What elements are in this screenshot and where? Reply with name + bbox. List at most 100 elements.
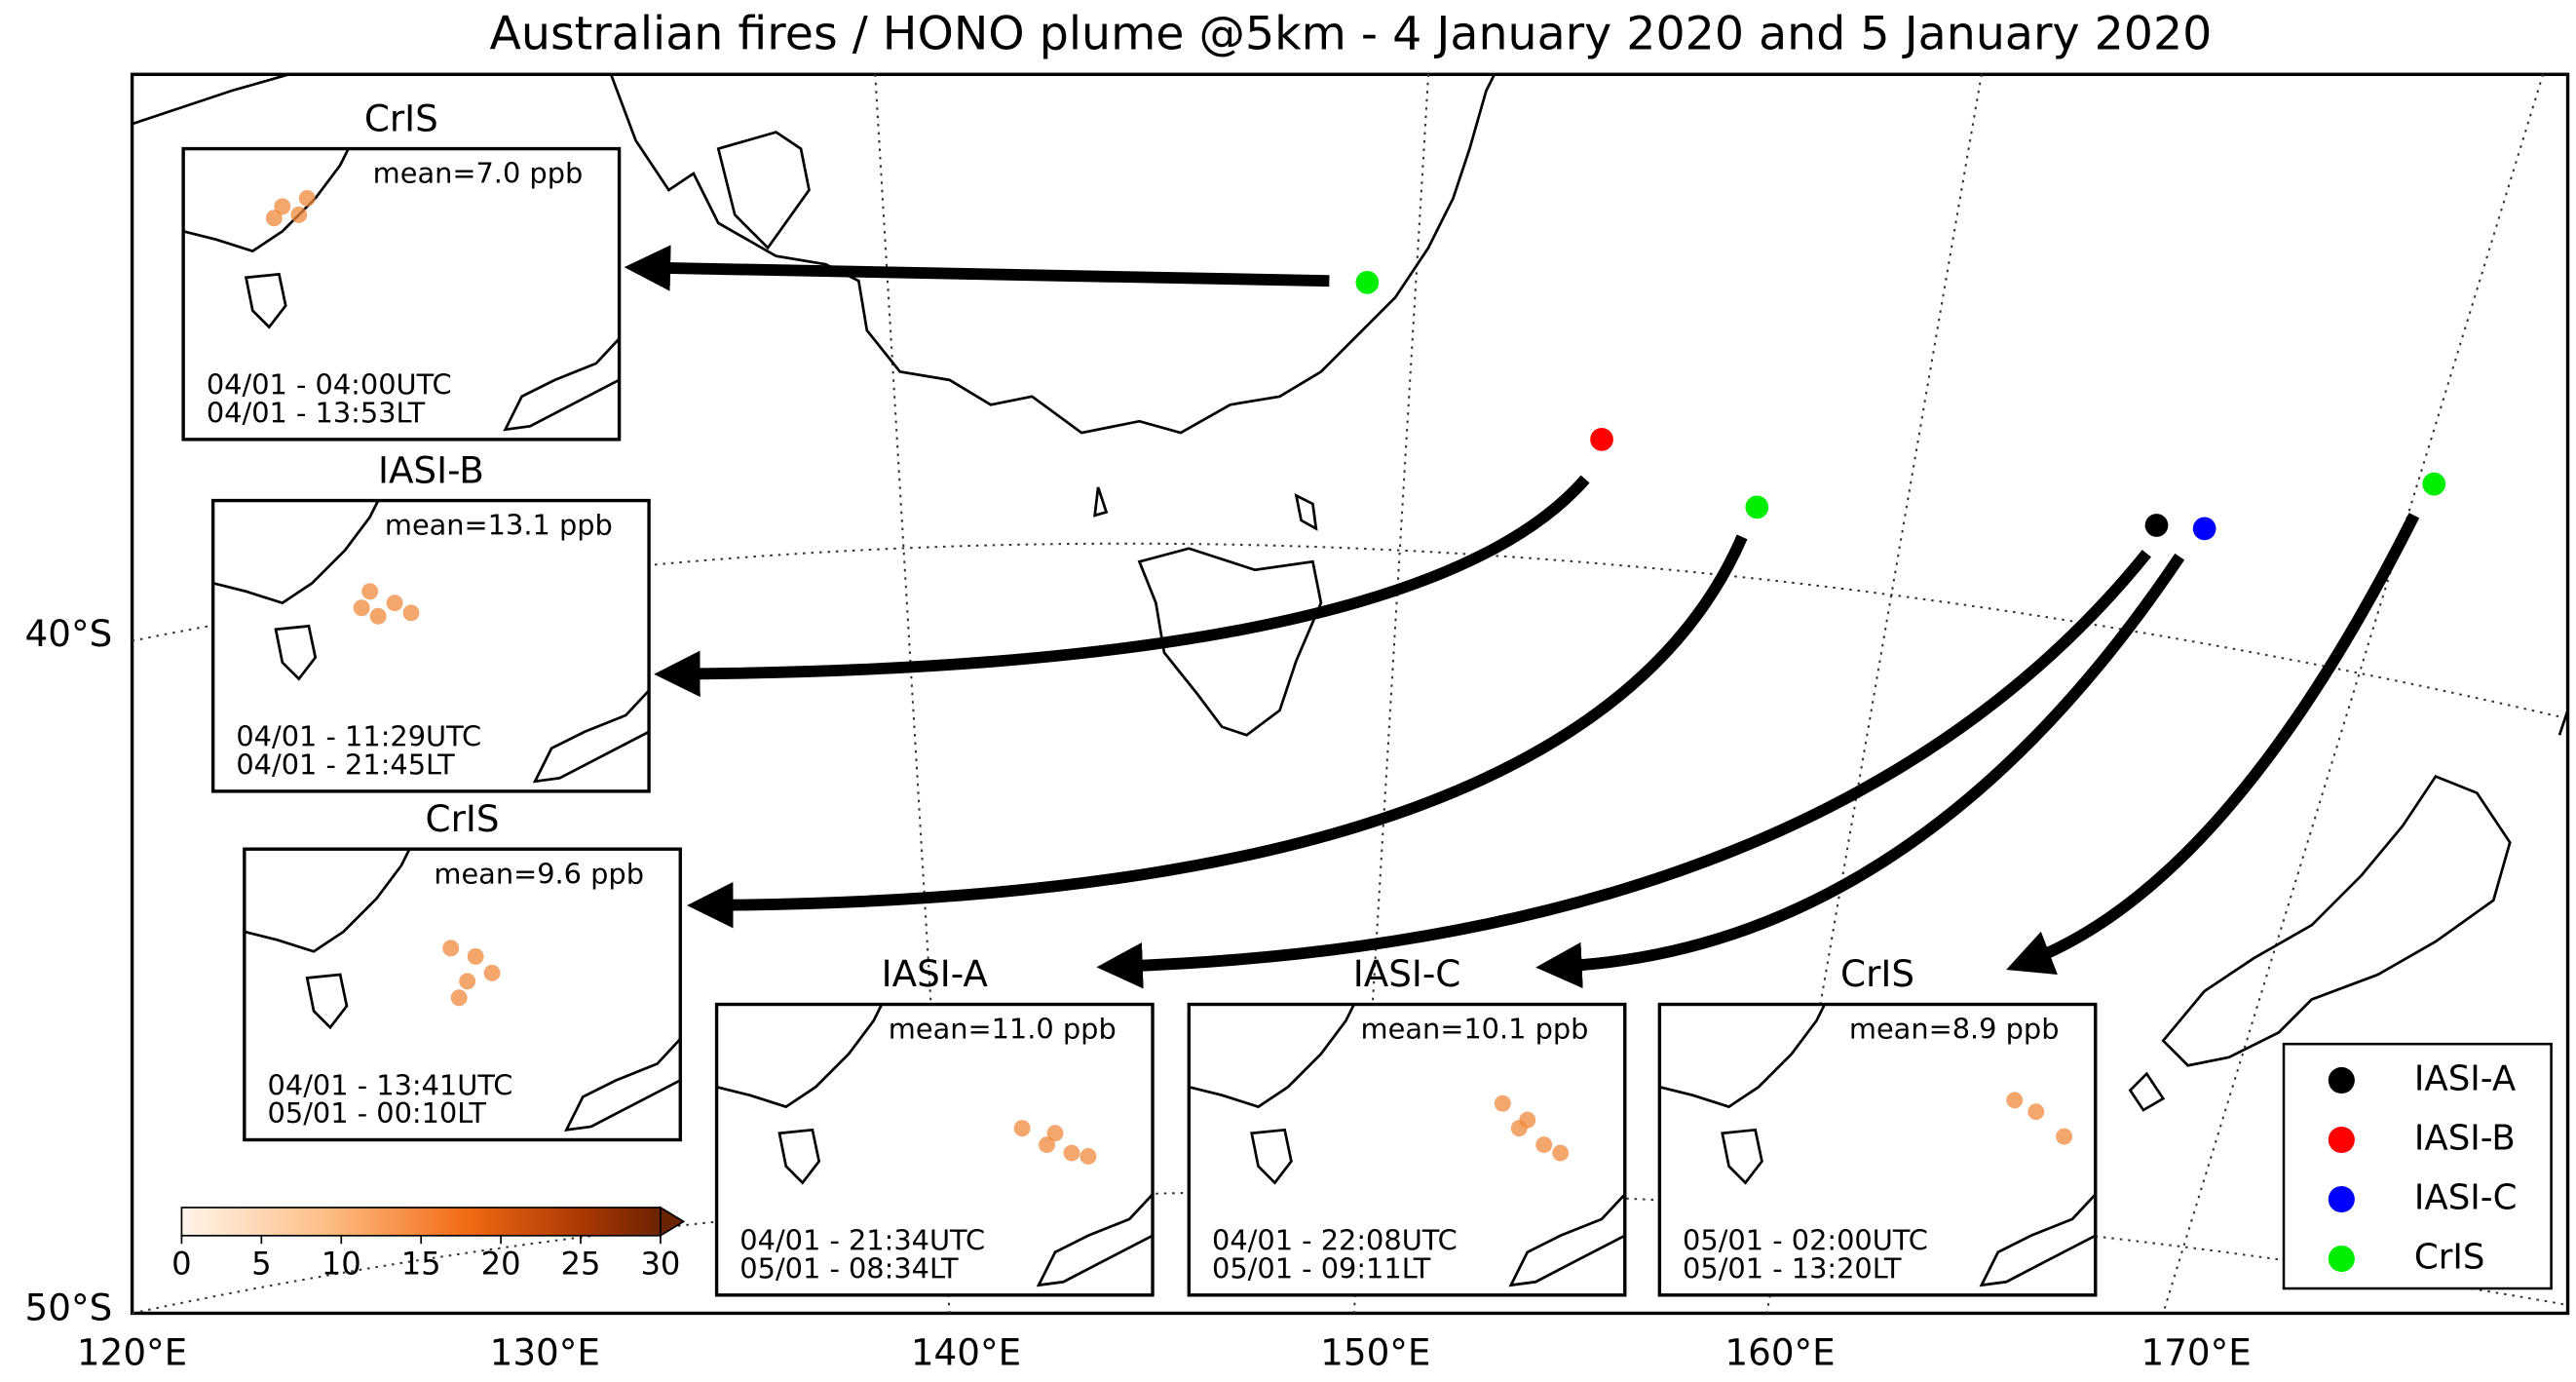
inset-frame (1187, 1002, 1627, 1297)
inset-utc: 05/01 - 02:00UTC (1683, 1224, 1928, 1257)
trajectory-arrow (654, 475, 1590, 698)
plume-pixel (2006, 1092, 2024, 1109)
inset-utc: 04/01 - 13:41UTC (268, 1068, 513, 1101)
colorbar-tick-label: 30 (640, 1245, 680, 1282)
colorbar-tick-label: 20 (481, 1245, 521, 1282)
inset-coast (716, 1003, 884, 1109)
inset-utc: 04/01 - 11:29UTC (236, 720, 481, 753)
overpass-marker (1590, 428, 1613, 451)
plume-pixel (2027, 1103, 2045, 1121)
plume-pixel (1519, 1111, 1536, 1129)
inset-instrument: CrIS (426, 797, 500, 840)
plume-pixel (1535, 1136, 1553, 1154)
inset-coast (532, 689, 651, 784)
lon-label: 130°E (490, 1330, 600, 1373)
plume-pixel (369, 607, 387, 625)
overpass-marker (2144, 514, 2169, 537)
inset-map (1657, 1002, 2098, 1297)
inset-coast (182, 147, 350, 253)
plume-pixel (2056, 1128, 2073, 1145)
plume-pixel (353, 599, 370, 617)
plume-pixel (265, 210, 283, 227)
plume-pixel (298, 189, 316, 207)
plume-pixel (361, 583, 379, 600)
legend-label: IASI-A (2414, 1058, 2517, 1098)
inset-coast (1508, 1193, 1626, 1287)
colorbar-tick-label: 0 (171, 1245, 191, 1282)
plume-pixel (442, 940, 460, 957)
inset-map (210, 498, 651, 793)
lon-label: 120°E (77, 1330, 187, 1373)
legend-label: CrIS (2414, 1238, 2485, 1278)
colorbar (180, 1206, 686, 1238)
plume-pixel (1080, 1147, 1097, 1165)
inset-coast (1721, 1128, 1763, 1185)
inset-mean: mean=8.9 ppb (1849, 1013, 2060, 1046)
trajectory-arrow (1535, 553, 2185, 989)
inset-mean: mean=11.0 ppb (889, 1013, 1117, 1046)
inset-coast (1250, 1128, 1293, 1185)
colorbar-tick-label: 10 (322, 1245, 361, 1282)
plume-pixel (402, 604, 420, 622)
inset-coast (503, 337, 621, 432)
lat-label: 40°S (25, 612, 113, 655)
overpass-marker (2422, 472, 2446, 496)
inset-instrument: IASI-B (378, 448, 484, 491)
inset-map (714, 1002, 1155, 1297)
layer (181, 146, 2446, 1297)
inset-instrument: IASI-C (1353, 952, 1461, 995)
inset-coast (1036, 1193, 1155, 1287)
lat-label: 50°S (25, 1286, 113, 1329)
plume-pixel (1494, 1094, 1511, 1112)
inset-lt: 05/01 - 00:10LT (268, 1096, 487, 1130)
plume-pixel (459, 973, 476, 990)
plume-pixel (1063, 1144, 1080, 1162)
inset-lt: 04/01 - 13:53LT (207, 396, 426, 429)
colorbar-tick-label: 5 (251, 1245, 271, 1282)
lon-label: 170°E (2141, 1330, 2252, 1373)
overpass-marker (1745, 495, 1769, 519)
inset-frame (714, 1002, 1155, 1297)
inset-mean: mean=13.1 ppb (385, 509, 613, 542)
inset-map (181, 146, 622, 441)
inset-coast (1659, 1003, 1827, 1109)
plume-pixel (386, 595, 403, 612)
inset-mean: mean=10.1 ppb (1361, 1013, 1589, 1046)
title: Australian fires / HONO plume @5km - 4 J… (489, 7, 2212, 60)
inset-frame (1657, 1002, 2098, 1297)
inset-instrument: CrIS (364, 96, 438, 139)
inset-instrument: CrIS (1840, 952, 1914, 995)
inset-map (1187, 1002, 1627, 1297)
plume-pixel (290, 206, 308, 223)
inset-utc: 04/01 - 04:00UTC (207, 368, 452, 402)
lon-label: 150°E (1320, 1330, 1430, 1373)
inset-map (243, 847, 682, 1142)
plume-pixel (1013, 1120, 1031, 1137)
inset-utc: 04/01 - 21:34UTC (739, 1224, 985, 1257)
overpass-marker (2192, 517, 2216, 541)
inset-coast (1188, 1003, 1356, 1109)
inset-coast (777, 1128, 821, 1185)
overpass-marker (1355, 270, 1380, 294)
plume-pixel (483, 964, 501, 981)
legend-box (2282, 1042, 2553, 1290)
inset-frame (210, 498, 651, 793)
inset-instrument: IASI-A (882, 952, 989, 995)
colorbar-tick-label: 15 (401, 1245, 441, 1282)
trajectory-arrow (2006, 513, 2420, 976)
legend-label: IASI-C (2414, 1178, 2518, 1218)
colorbar-tick-label: 25 (561, 1245, 601, 1282)
legend-label: IASI-B (2414, 1118, 2516, 1158)
trajectory-arrow (1096, 550, 2151, 989)
plume-pixel (1552, 1144, 1570, 1162)
plume-pixel (450, 989, 468, 1007)
plume-pixel (467, 947, 484, 965)
lon-label: 140°E (911, 1330, 1021, 1373)
legend-marker (2328, 1066, 2355, 1094)
legend-marker (2328, 1185, 2355, 1213)
inset-lt: 05/01 - 13:20LT (1683, 1251, 1902, 1285)
inset-coast (1979, 1193, 2097, 1287)
trajectory-arrow (687, 534, 1748, 929)
inset-coast (244, 272, 287, 329)
